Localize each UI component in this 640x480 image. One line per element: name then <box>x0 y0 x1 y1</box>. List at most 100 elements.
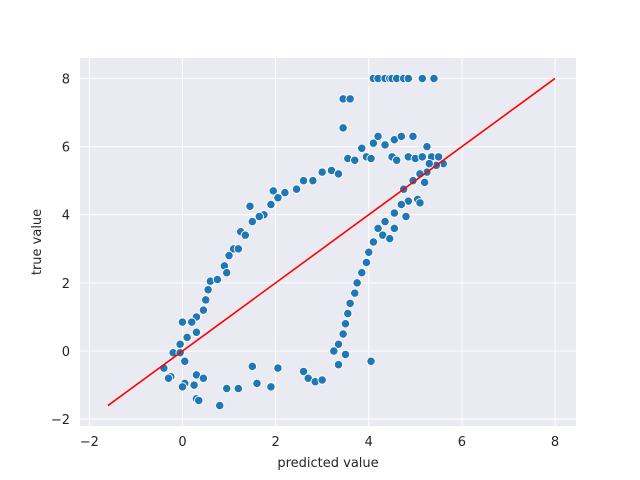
data-point <box>247 361 257 372</box>
data-point <box>182 332 192 343</box>
data-point <box>401 211 411 222</box>
data-point <box>345 94 355 104</box>
data-point <box>366 153 376 164</box>
data-point <box>396 199 407 210</box>
data-point <box>417 152 427 162</box>
data-point <box>350 155 360 165</box>
data-point <box>198 305 209 315</box>
data-point <box>415 198 425 208</box>
data-point <box>429 73 439 84</box>
x-tick-label: 2 <box>271 435 279 450</box>
scatter-points <box>159 73 448 411</box>
data-point <box>266 382 276 392</box>
data-point <box>273 363 283 373</box>
data-point <box>308 176 318 186</box>
data-point <box>317 167 327 177</box>
data-point <box>368 138 379 148</box>
data-point <box>215 400 225 411</box>
data-point <box>340 349 351 360</box>
data-point <box>189 380 199 390</box>
data-point <box>175 339 185 349</box>
data-point <box>247 216 257 227</box>
y-tick-label: 2 <box>62 277 70 292</box>
data-point <box>352 278 362 288</box>
data-point <box>245 201 255 211</box>
data-point <box>408 176 418 186</box>
data-point <box>273 193 283 203</box>
data-point <box>333 339 344 349</box>
data-point <box>380 216 390 227</box>
data-point <box>380 140 390 150</box>
data-point <box>338 123 348 133</box>
data-point <box>408 131 418 142</box>
data-point <box>298 366 309 377</box>
data-point <box>198 373 209 383</box>
data-point <box>433 152 444 162</box>
data-point <box>389 223 400 234</box>
data-point <box>291 184 302 194</box>
data-point <box>396 131 407 142</box>
data-point <box>424 158 434 169</box>
data-point <box>240 230 250 240</box>
data-point <box>298 176 309 186</box>
tick-labels: −2 0 2 4 6 8 −2 0 2 4 6 8 <box>51 72 559 450</box>
grid <box>80 58 576 426</box>
data-point <box>254 211 264 222</box>
y-axis-label: true value <box>30 209 45 275</box>
data-point <box>177 382 188 392</box>
reference-line-layer <box>107 77 556 407</box>
data-point <box>222 268 232 278</box>
data-point <box>392 155 402 165</box>
y-tick-label: −2 <box>51 413 70 428</box>
y-tick-label: 6 <box>62 141 70 156</box>
data-point <box>357 143 367 153</box>
data-point <box>233 244 243 254</box>
data-point <box>357 268 367 278</box>
data-point <box>364 247 374 257</box>
data-point <box>201 295 211 305</box>
data-point <box>224 250 234 261</box>
data-point <box>191 327 202 337</box>
data-point <box>361 257 372 268</box>
data-point <box>368 237 379 247</box>
reference-line <box>107 77 556 407</box>
data-point <box>280 187 290 198</box>
y-tick-label: 0 <box>62 345 70 360</box>
data-point <box>194 395 204 406</box>
x-tick-label: −2 <box>80 435 99 450</box>
data-point <box>333 360 344 370</box>
data-point <box>180 356 190 366</box>
data-point <box>350 288 360 298</box>
data-point <box>422 141 432 152</box>
data-point <box>212 274 223 285</box>
data-point <box>266 199 276 210</box>
data-point <box>419 177 430 188</box>
data-point <box>373 131 383 142</box>
data-point <box>373 223 383 234</box>
data-point <box>366 356 376 366</box>
x-tick-label: 8 <box>551 435 559 450</box>
data-point <box>417 73 427 84</box>
x-tick-label: 0 <box>178 435 186 450</box>
data-point <box>222 383 232 394</box>
data-point <box>389 208 400 218</box>
data-point <box>317 375 327 385</box>
data-point <box>343 308 353 319</box>
data-point <box>345 298 355 308</box>
data-point <box>177 317 188 327</box>
data-point <box>333 169 344 179</box>
y-tick-label: 4 <box>62 209 70 224</box>
x-tick-label: 4 <box>365 435 373 450</box>
y-tick-label: 8 <box>62 72 70 87</box>
data-point <box>403 73 413 84</box>
data-point <box>385 233 395 244</box>
x-tick-label: 6 <box>458 435 466 450</box>
x-axis-label: predicted value <box>277 456 378 471</box>
data-point <box>233 383 243 394</box>
data-point <box>163 373 174 383</box>
data-point <box>252 378 262 389</box>
data-point <box>340 319 351 329</box>
data-point <box>329 346 339 356</box>
data-point <box>187 317 197 327</box>
